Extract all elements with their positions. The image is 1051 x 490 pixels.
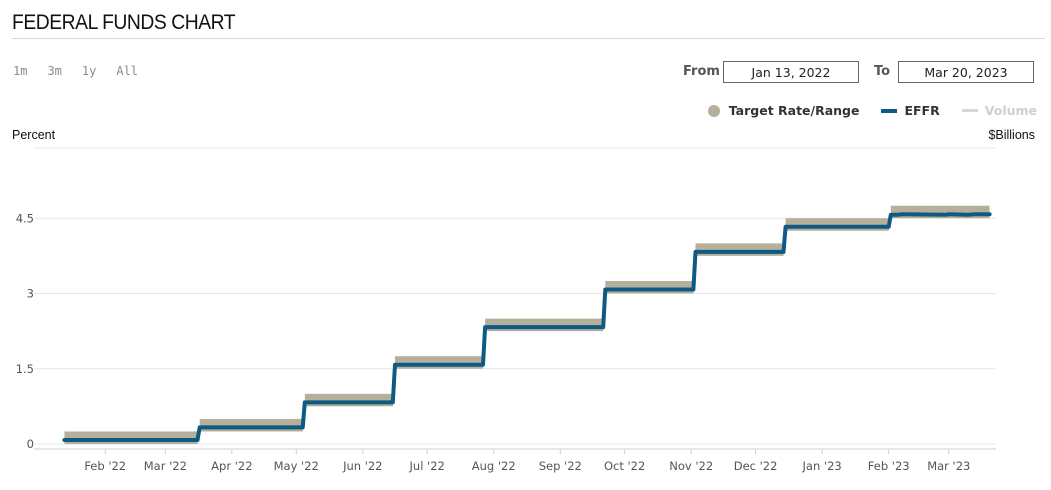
to-label: To xyxy=(874,64,891,79)
y-axis-title-left: Percent xyxy=(12,128,56,142)
x-tick-label: Jan '23 xyxy=(802,459,842,473)
x-tick-label: Jun '22 xyxy=(342,459,382,473)
gridlines xyxy=(34,147,996,450)
legend-target-label: Target Rate/Range xyxy=(728,103,860,118)
x-tick-label: Mar '23 xyxy=(927,459,970,473)
circle-icon xyxy=(707,104,720,117)
effr-line xyxy=(62,212,992,442)
from-date-input[interactable] xyxy=(723,61,859,83)
effr-series xyxy=(62,212,992,442)
legend-effr-label: EFFR xyxy=(904,103,940,118)
range-1m-button[interactable]: 1m xyxy=(13,64,28,78)
y-axis-ticks: 0 1.5 3 4.5 xyxy=(16,211,34,451)
x-axis-ticks: Feb '22 Mar '22 Apr '22 May '22 Jun '22 Jul '… xyxy=(84,449,970,473)
x-tick-label: Feb '22 xyxy=(84,459,126,473)
y-tick-label: 4.5 xyxy=(16,211,34,225)
y-tick-label: 3 xyxy=(27,287,34,301)
line-icon-volume xyxy=(961,109,978,112)
x-tick-label: Feb '23 xyxy=(868,459,910,473)
title-divider xyxy=(12,38,1045,39)
target-range-band xyxy=(394,356,484,369)
legend-volume-label: Volume xyxy=(984,103,1037,118)
range-all-button[interactable]: All xyxy=(116,64,139,78)
x-tick-label: Oct '22 xyxy=(604,459,645,473)
x-tick-label: Mar '22 xyxy=(144,459,187,473)
to-date-input[interactable] xyxy=(898,61,1034,83)
target-range-band xyxy=(605,280,694,294)
x-tick-label: Apr '22 xyxy=(211,459,252,473)
target-range-band xyxy=(485,318,604,332)
y-axis-title-right: $Billions xyxy=(988,128,1035,142)
x-tick-label: Sep '22 xyxy=(539,459,582,473)
target-range-band xyxy=(199,418,303,432)
x-tick-label: Aug '22 xyxy=(472,459,516,473)
y-tick-label: 1.5 xyxy=(16,362,34,376)
legend-volume[interactable]: Volume xyxy=(961,103,1037,118)
legend-target-rate[interactable]: Target Rate/Range xyxy=(707,103,860,118)
x-tick-label: May '22 xyxy=(274,459,319,473)
line-icon xyxy=(881,108,898,113)
range-3m-button[interactable]: 3m xyxy=(47,64,62,78)
target-range-band xyxy=(304,393,393,407)
range-1y-button[interactable]: 1y xyxy=(81,64,97,78)
chart-title: FEDERAL FUNDS CHART xyxy=(12,11,236,34)
range-selector: 1m 3m 1y All xyxy=(13,64,158,78)
x-tick-label: Jul '22 xyxy=(409,459,445,473)
target-range-bands xyxy=(64,205,990,444)
target-range-band xyxy=(695,243,784,256)
target-range-band xyxy=(64,431,198,444)
x-tick-label: Nov '22 xyxy=(669,459,713,473)
legend: Target Rate/Range EFFR Volume xyxy=(686,103,1037,118)
legend-effr[interactable]: EFFR xyxy=(881,103,940,118)
from-label: From xyxy=(683,64,720,79)
y-tick-label: 0 xyxy=(27,437,34,451)
target-range-band xyxy=(785,218,889,231)
x-tick-label: Dec '22 xyxy=(734,459,778,473)
